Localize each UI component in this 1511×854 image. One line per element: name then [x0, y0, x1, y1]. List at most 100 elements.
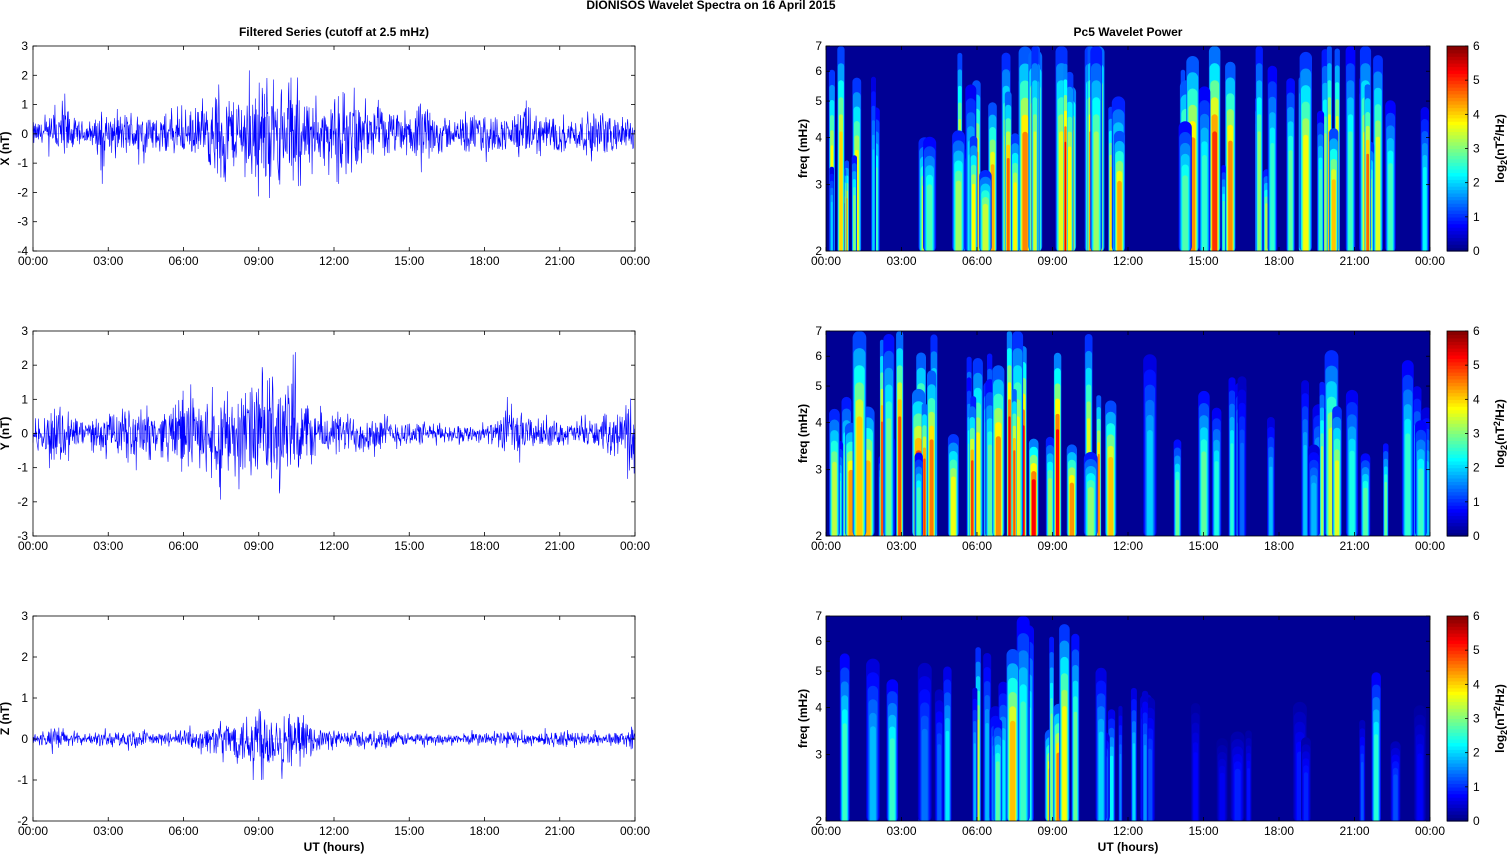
colorbar-label-part: 2 [1492, 136, 1502, 141]
colorbar-segment [1447, 786, 1468, 791]
heatmap-blob-layer [921, 728, 928, 821]
colorbar-tick-label: 5 [1473, 73, 1480, 87]
colorbar-segment [1447, 334, 1468, 339]
x-tick-label: 18:00 [469, 539, 499, 553]
x-tick-label: 00:00 [620, 824, 650, 838]
colorbar-segment [1447, 619, 1468, 624]
colorbar-segment [1447, 436, 1468, 441]
colorbar-segment [1447, 810, 1468, 815]
colorbar-segment [1447, 378, 1468, 383]
heatmap-blob-layer [1010, 720, 1016, 821]
colorbar-segment [1447, 372, 1468, 377]
y-axis-label: freq (mHz) [796, 404, 810, 463]
colorbar-segment [1447, 63, 1468, 68]
colorbar-label-part: (nT [1493, 711, 1507, 730]
heatmap-blob-layer [1201, 451, 1207, 536]
colorbar-segment [1447, 151, 1468, 156]
heatmap-blob-layer [1405, 433, 1411, 536]
y-tick-label: 2 [21, 68, 28, 82]
colorbar-segment [1447, 230, 1468, 235]
heatmap-blob-layer [848, 469, 854, 536]
heatmap-blob-layer [1363, 487, 1368, 536]
colorbar-tick-label: 2 [1473, 461, 1480, 475]
heatmap-blob-layer [1013, 182, 1017, 251]
colorbar-segment [1447, 694, 1468, 699]
x-tick-label: 12:00 [319, 824, 349, 838]
colorbar-segment [1447, 752, 1468, 757]
heatmap-panel-right-middle: 2 3 4 5 6 7 00:00 03:00 06:00 09:00 12:00 15:00 18:0… [796, 324, 1509, 553]
y-axis-label: X (nT) [0, 132, 12, 166]
heatmap-blob-layer [1265, 203, 1268, 251]
colorbar-segment [1447, 505, 1468, 510]
x-tick-label: 21:00 [1339, 539, 1369, 553]
heatmap-blob-layer [977, 719, 980, 821]
colorbar-segment [1447, 512, 1468, 517]
x-tick-label: 06:00 [168, 824, 198, 838]
colorbar-segment [1447, 626, 1468, 631]
x-tick-label: 12:00 [1113, 254, 1143, 268]
colorbar-segment [1447, 104, 1468, 109]
x-tick-label: 09:00 [244, 539, 274, 553]
x-tick-label: 18:00 [1264, 824, 1294, 838]
colorbar-segment [1447, 639, 1468, 644]
colorbar-segment [1447, 698, 1468, 703]
plot-area [33, 616, 635, 821]
colorbar-label-part: /Hz) [1493, 684, 1507, 706]
colorbar-segment [1447, 128, 1468, 133]
heatmap-blob-layer [856, 416, 863, 536]
x-tick-label: 03:00 [93, 254, 123, 268]
y-tick-label: 2 [815, 529, 822, 543]
colorbar-segment [1447, 704, 1468, 709]
y-tick-label: 6 [815, 349, 822, 363]
colorbar-segment [1447, 196, 1468, 201]
colorbar-segment [1447, 158, 1468, 163]
x-tick-label: 03:00 [93, 539, 123, 553]
colorbar-segment [1447, 807, 1468, 812]
line-panel-left-top: -4 -3 -2 -1 0 1 2 3 00:00 03:00 06:00 09:00 12:00 15:… [0, 25, 650, 268]
colorbar-segment [1447, 529, 1468, 534]
x-tick-label: 06:00 [962, 254, 992, 268]
y-tick-label: 2 [21, 650, 28, 664]
heatmap-blob-layer [1323, 133, 1327, 251]
y-tick-label: 1 [21, 691, 28, 705]
heatmap-blob-layer [1048, 478, 1052, 536]
colorbar-segment [1447, 660, 1468, 665]
colorbar-segment [1447, 56, 1468, 61]
heatmap-background [826, 616, 1430, 821]
colorbar-segment [1447, 518, 1468, 523]
x-tick-label: 12:00 [319, 254, 349, 268]
colorbar-segment [1447, 718, 1468, 723]
heatmap-blob-layer [1349, 450, 1355, 536]
heatmap-panel-right-bottom: 2 3 4 5 6 7 00:00 03:00 06:00 09:00 12:00 15:00 18:0… [796, 609, 1509, 854]
series-line [32, 708, 636, 781]
heatmap-blob-layer [945, 730, 950, 821]
colorbar-segment [1447, 756, 1468, 761]
colorbar-segment [1447, 680, 1468, 685]
y-tick-label: 4 [815, 416, 822, 430]
colorbar-segment [1447, 121, 1468, 126]
colorbar-segment [1447, 667, 1468, 672]
colorbar-segment [1447, 237, 1468, 242]
x-tick-label: 18:00 [469, 824, 499, 838]
x-tick-label: 21:00 [1339, 254, 1369, 268]
heatmap-blob-layer [846, 198, 848, 251]
colorbar-segment [1447, 351, 1468, 356]
heatmap-blob-layer [1097, 453, 1100, 536]
heatmap-blob-layer [1417, 753, 1423, 821]
colorbar-tick-label: 0 [1473, 814, 1480, 828]
colorbar-segment [1447, 501, 1468, 506]
colorbar-tick-label: 1 [1473, 495, 1480, 509]
x-tick-label: 00:00 [1415, 254, 1445, 268]
colorbar-segment [1447, 616, 1468, 621]
colorbar-tick-label: 2 [1473, 746, 1480, 760]
heatmap-blob-layer [1093, 131, 1099, 251]
y-tick-label: -2 [17, 814, 28, 828]
colorbar-tick-label: 0 [1473, 529, 1480, 543]
y-tick-label: 5 [815, 94, 822, 108]
colorbar-segment [1447, 169, 1468, 174]
y-tick-label: -2 [17, 185, 28, 199]
colorbar-label-part: 2 [1492, 706, 1502, 711]
heatmap-blob-layer [996, 761, 1000, 821]
colorbar-segment [1447, 793, 1468, 798]
